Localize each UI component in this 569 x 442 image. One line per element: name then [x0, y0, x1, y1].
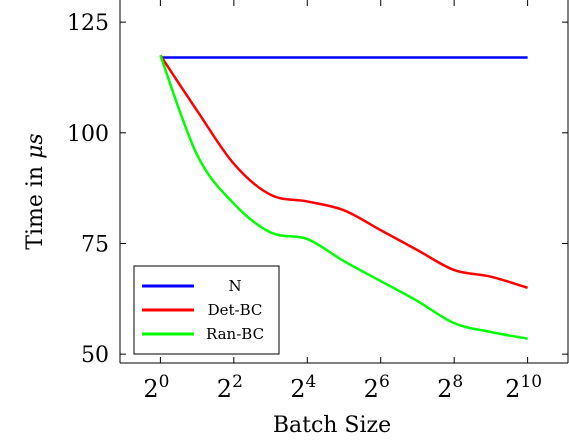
x-tick-label: 210 — [505, 372, 542, 403]
legend: N Det-BC Ran-BC — [133, 265, 280, 355]
y-tick-label: 125 — [67, 11, 109, 36]
y-tick-label: 50 — [81, 343, 109, 368]
legend-label: N — [228, 277, 241, 295]
x-axis-label: Batch Size — [273, 413, 391, 438]
y-tick-label: 75 — [81, 232, 109, 257]
series-line-det-bc — [159, 54, 528, 289]
y-axis-label: Time in μs — [23, 133, 48, 249]
y-tick-label: 100 — [67, 122, 109, 147]
y-axis-label-unit: μs — [23, 133, 48, 159]
x-tick-label: 28 — [437, 372, 463, 403]
x-tick-label: 20 — [143, 372, 169, 403]
x-tick-label: 24 — [290, 372, 316, 403]
x-tick-label: 22 — [217, 372, 243, 403]
x-tick-label: 26 — [364, 372, 390, 403]
plot-axes — [119, 0, 569, 364]
series-line-ran-bc — [159, 54, 528, 340]
legend-label: Det-BC — [208, 301, 263, 319]
legend-label: Ran-BC — [206, 325, 264, 343]
y-axis-label-text: Time in — [23, 159, 48, 250]
ticks-layer: 20 22 24 26 28 210 50 75 100 125 — [67, 0, 568, 403]
series-layer — [159, 54, 528, 340]
